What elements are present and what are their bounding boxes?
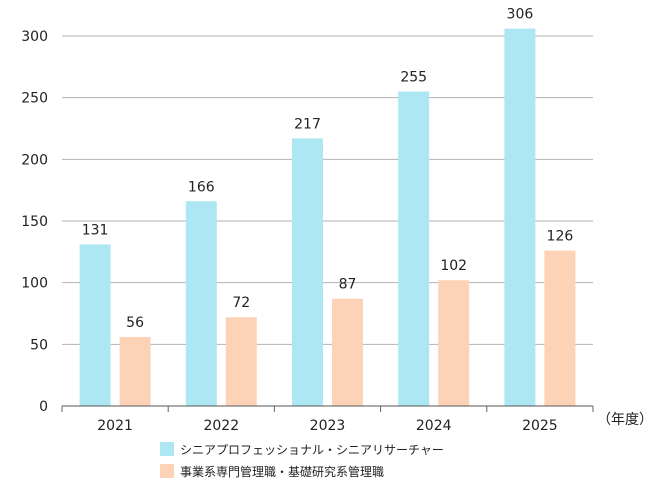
data-label: 56 xyxy=(126,315,144,331)
bar xyxy=(544,250,576,406)
y-tick-label: 100 xyxy=(21,276,48,292)
bar xyxy=(438,280,470,406)
data-labels: 131 56 166 72 217 87 255 102 306 126 xyxy=(82,7,574,331)
x-axis-unit-label: （年度） xyxy=(597,412,653,428)
legend-label: シニアプロフェッショナル・シニアリサーチャー xyxy=(180,443,444,457)
legend-swatch xyxy=(160,442,174,456)
bar xyxy=(504,28,536,406)
bar xyxy=(398,91,430,406)
data-label: 166 xyxy=(188,179,215,195)
legend-label: 事業系専門管理職・基礎研究系管理職 xyxy=(180,464,384,479)
data-label: 126 xyxy=(547,229,574,245)
y-tick-label: 50 xyxy=(30,337,48,353)
y-tick-label: 0 xyxy=(39,399,48,415)
bars xyxy=(79,28,576,406)
data-label: 306 xyxy=(507,7,534,23)
y-axis-tick-labels: 0 50 100 150 200 250 300 xyxy=(21,29,48,415)
bar xyxy=(225,317,257,406)
y-tick-label: 300 xyxy=(21,29,48,45)
data-label: 72 xyxy=(232,295,250,311)
bar xyxy=(79,244,111,406)
x-tick-label: 2022 xyxy=(203,418,239,434)
bar xyxy=(292,138,323,406)
bar xyxy=(185,201,217,406)
x-tick-label: 2025 xyxy=(522,418,558,434)
x-tick-label: 2023 xyxy=(310,418,346,434)
x-tick-label: 2021 xyxy=(97,418,133,434)
x-tick-label: 2024 xyxy=(416,418,452,434)
legend-swatch xyxy=(160,464,174,478)
x-axis-tick-labels: 2021 2022 2023 2024 2025 xyxy=(61,406,594,434)
y-tick-label: 150 xyxy=(21,214,48,230)
data-label: 102 xyxy=(440,258,467,274)
data-label: 255 xyxy=(400,70,427,86)
bar xyxy=(332,298,363,406)
data-label: 87 xyxy=(339,277,357,293)
y-tick-label: 250 xyxy=(21,91,48,107)
data-label: 131 xyxy=(82,222,109,238)
data-label: 217 xyxy=(294,116,321,132)
y-tick-label: 200 xyxy=(21,152,48,168)
bar xyxy=(119,336,151,406)
